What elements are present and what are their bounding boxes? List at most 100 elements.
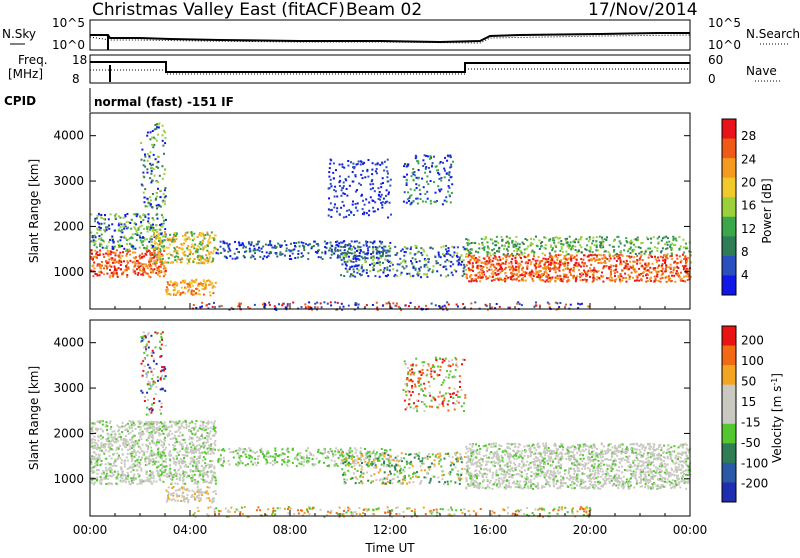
power-echo: [379, 191, 381, 193]
velocity-echo: [206, 481, 208, 483]
velocity-echo: [178, 454, 180, 456]
velocity-echo: [139, 462, 141, 464]
velocity-echo: [173, 458, 175, 460]
power-echo: [452, 161, 454, 163]
power-echo: [159, 224, 161, 226]
power-echo: [382, 305, 384, 307]
power-echo: [586, 244, 588, 246]
power-echo: [532, 243, 534, 245]
power-echo: [150, 239, 152, 241]
power-echo: [387, 159, 389, 161]
power-echo: [380, 186, 382, 188]
velocity-echo: [160, 333, 162, 335]
power-echo: [376, 251, 378, 253]
power-echo: [560, 259, 562, 261]
power-echo: [613, 240, 615, 242]
power-echo: [429, 171, 431, 173]
power-echo: [193, 245, 195, 247]
power-echo: [664, 271, 666, 273]
noise-right-tick-top: 10^5: [708, 16, 741, 30]
power-echo: [688, 276, 690, 278]
power-echo: [146, 228, 148, 230]
power-echo: [645, 281, 647, 283]
power-echo: [511, 253, 513, 255]
power-echo: [518, 280, 520, 282]
power-echo: [513, 273, 515, 275]
velocity-echo: [148, 384, 150, 386]
power-echo: [440, 274, 442, 276]
power-echo: [108, 228, 110, 230]
power-echo: [164, 203, 166, 205]
velocity-echo: [105, 438, 107, 440]
velocity-echo: [184, 465, 186, 467]
power-echo: [410, 188, 412, 190]
power-echo: [207, 241, 209, 243]
power-echo: [148, 155, 150, 157]
power-echo: [481, 238, 483, 240]
velocity-echo: [179, 489, 181, 491]
power-echo: [357, 306, 359, 308]
power-echo: [138, 272, 140, 274]
power-echo: [475, 278, 477, 280]
power-echo: [360, 250, 362, 252]
power-echo: [198, 262, 200, 264]
power-echo: [381, 194, 383, 196]
power-echo: [337, 302, 339, 304]
velocity-echo: [164, 421, 166, 423]
power-echo: [486, 278, 488, 280]
velocity-echo: [165, 461, 167, 463]
power-echo: [179, 259, 181, 261]
power-echo: [254, 304, 256, 306]
power-echo: [360, 164, 362, 166]
power-echo: [115, 213, 117, 215]
power-echo: [425, 305, 427, 307]
power-echo: [195, 250, 197, 252]
power-echo: [146, 135, 148, 137]
power-echo: [275, 253, 277, 255]
power-echo: [360, 195, 362, 197]
power-echo: [125, 215, 127, 217]
power-echo: [111, 223, 113, 225]
velocity-echo: [105, 458, 107, 460]
velocity-echo: [94, 436, 96, 438]
power-echo: [418, 273, 420, 275]
power-echo: [411, 263, 413, 265]
power-echo: [412, 168, 414, 170]
velocity-echo: [159, 470, 161, 472]
velocity-echo: [93, 466, 95, 468]
power-echo: [466, 242, 468, 244]
velocity-echo: [185, 451, 187, 453]
power-echo: [673, 238, 675, 240]
power-echo: [580, 238, 582, 240]
power-echo: [611, 279, 613, 281]
velocity-echo: [125, 424, 127, 426]
power-echo: [96, 257, 98, 259]
power-echo: [143, 176, 145, 178]
power-echo: [155, 237, 157, 239]
velocity-echo: [93, 471, 95, 473]
power-echo: [678, 249, 680, 251]
power-echo: [636, 279, 638, 281]
power-echo: [457, 246, 459, 248]
power-echo: [533, 306, 535, 308]
power-echo: [554, 237, 556, 239]
velocity-echo: [96, 469, 98, 471]
velocity-echo: [176, 473, 178, 475]
power-echo: [208, 303, 210, 305]
power-echo: [304, 303, 306, 305]
power-echo: [465, 256, 467, 258]
power-echo: [379, 241, 381, 243]
power-echo: [209, 237, 211, 239]
power-echo: [166, 293, 168, 295]
power-echo: [468, 280, 470, 282]
power-echo: [343, 167, 345, 169]
power-echo: [625, 265, 627, 267]
power-echo: [126, 253, 128, 255]
power-echo: [520, 257, 522, 259]
power-echo: [489, 276, 491, 278]
power-echo: [552, 268, 554, 270]
power-echo: [620, 251, 622, 253]
power-echo: [496, 257, 498, 259]
